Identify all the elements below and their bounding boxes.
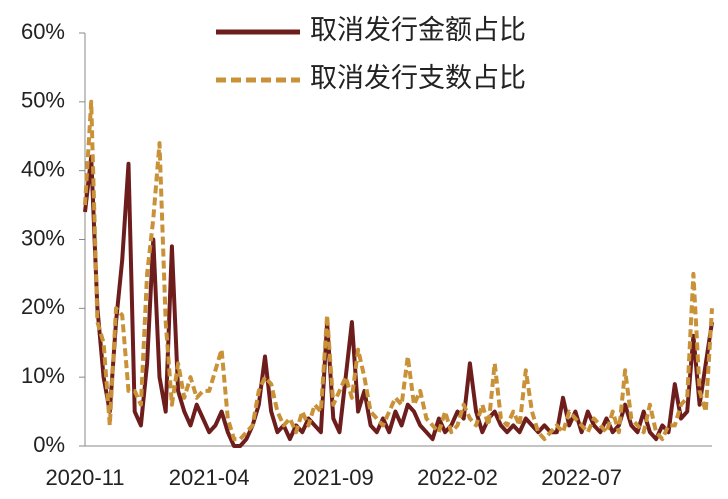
y-tick-label: 30% [21,225,65,250]
series-line [83,154,714,448]
y-tick-label: 10% [21,363,65,388]
legend-label: 取消发行金额占比 [310,15,526,45]
x-tick-label: 2021-09 [293,465,374,490]
y-tick-label: 40% [21,156,65,181]
x-tick-label: 2022-07 [541,465,622,490]
y-tick-label: 0% [33,432,65,457]
x-tick-label: 2021-04 [169,465,250,490]
x-tick-label: 2020-11 [45,465,124,490]
y-tick-label: 60% [21,19,65,44]
y-tick-label: 50% [21,88,65,113]
x-tick-label: 2022-02 [417,465,498,490]
series-line [83,99,714,442]
legend-label: 取消发行支数占比 [310,63,526,93]
y-tick-label: 20% [21,294,65,319]
